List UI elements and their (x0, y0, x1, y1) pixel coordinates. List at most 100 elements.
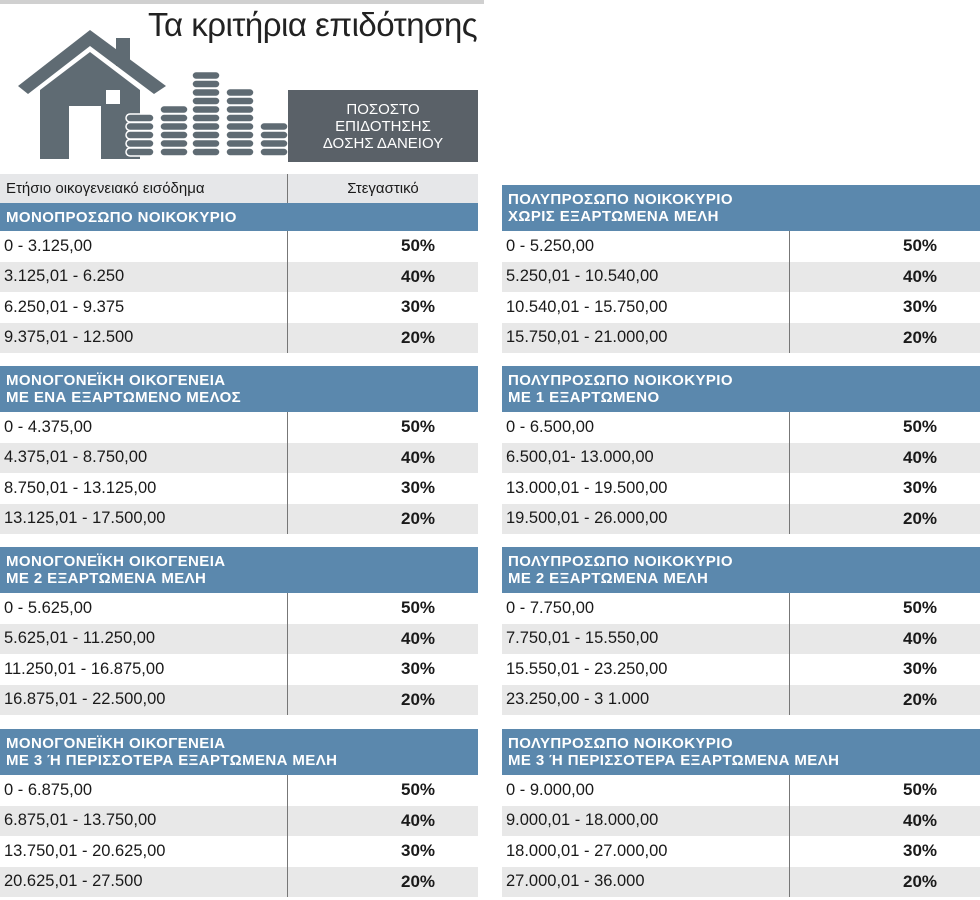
coin (159, 121, 189, 132)
subsidy-percent: 40% (400, 266, 436, 286)
table-row: 5.625,01 - 11.250,00 40% (0, 623, 478, 654)
table-row: 0 - 6.500,00 50% (502, 412, 980, 443)
section-header-line: ΜΟΝΟΓΟΝΕΪΚΗ ΟΙΚΟΓΕΝΕΙΑ (6, 735, 226, 752)
coin (191, 87, 221, 98)
table-row: 5.250,01 - 10.540,00 40% (502, 261, 980, 292)
subsidy-percent: 50% (902, 780, 938, 800)
subsidy-percent: 20% (902, 327, 938, 347)
section-header-line: ΠΟΛΥΠΡΟΣΩΠΟ ΝΟΙΚΟΚΥΡΙΟ (508, 372, 733, 389)
income-range: 11.250,01 - 16.875,00 (0, 654, 288, 685)
coin (225, 96, 255, 106)
table-row: 6.500,01- 13.000,00 40% (502, 442, 980, 473)
income-range: 9.000,01 - 18.000,00 (502, 805, 790, 836)
coin (225, 87, 255, 98)
subsidy-percent: 50% (400, 598, 436, 618)
subsidy-percent: 20% (400, 689, 436, 709)
coin (191, 130, 221, 140)
table-row: 6.250,01 - 9.375 30% (0, 292, 478, 323)
income-range: 7.750,01 - 15.550,00 (502, 623, 790, 654)
coin (191, 104, 221, 115)
subsidy-percent: 50% (400, 417, 436, 437)
section-header: ΠΟΛΥΠΡΟΣΩΠΟ ΝΟΙΚΟΚΥΡΙΟ ΧΩΡΙΣ ΕΞΑΡΤΩΜΕΝΑ Μ… (502, 185, 980, 231)
section-rows: 0 - 9.000,00 50% 9.000,01 - 18.000,00 40% 18… (502, 775, 980, 897)
coin (125, 130, 155, 140)
label-line: ΕΠΙΔΟΤΗΣΗΣ (335, 117, 431, 135)
right-section: ΠΟΛΥΠΡΟΣΩΠΟ ΝΟΙΚΟΚΥΡΙΟ ΜΕ 3 Ή ΠΕΡΙΣΣΟΤΕΡΑ… (502, 729, 980, 897)
subsidy-percent: 20% (400, 327, 436, 347)
coin (125, 138, 155, 149)
coin (125, 147, 155, 157)
subsidy-percent: 40% (902, 628, 938, 648)
coin (259, 138, 289, 149)
section-rows: 0 - 5.250,00 50% 5.250,01 - 10.540,00 40% 10… (502, 231, 980, 353)
subsidy-percent: 30% (902, 841, 938, 861)
subsidy-percent: 20% (400, 508, 436, 528)
income-range: 8.750,01 - 13.125,00 (0, 473, 288, 504)
coin (191, 121, 221, 132)
right-section: ΠΟΛΥΠΡΟΣΩΠΟ ΝΟΙΚΟΚΥΡΙΟ ΜΕ 1 ΕΞΑΡΤΩΜΕΝΟ 0 -… (502, 366, 980, 534)
section-header-line: ΜΕ ΕΝΑ ΕΞΑΡΤΩΜΕΝΟ ΜΕΛΟΣ (6, 389, 242, 406)
income-range: 0 - 5.250,00 (502, 231, 790, 262)
income-range: 0 - 4.375,00 (0, 412, 288, 443)
coin (225, 104, 255, 115)
top-rule (0, 0, 484, 4)
section-rows: 0 - 3.125,00 50% 3.125,01 - 6.250 40% 6.250,… (0, 231, 478, 353)
subsidy-percent: 20% (902, 689, 938, 709)
section-rows: 0 - 7.750,00 50% 7.750,01 - 15.550,00 40% 15… (502, 593, 980, 715)
table-row: 16.875,01 - 22.500,00 20% (0, 684, 478, 715)
income-range: 3.125,01 - 6.250 (0, 261, 288, 292)
subsidy-percent: 40% (400, 810, 436, 830)
table-row: 13.125,01 - 17.500,00 20% (0, 503, 478, 534)
table-row: 15.750,01 - 21.000,00 20% (502, 322, 980, 353)
section-header-line: ΠΟΛΥΠΡΟΣΩΠΟ ΝΟΙΚΟΚΥΡΙΟ (508, 553, 733, 570)
section-header: ΜΟΝΟΠΡΟΣΩΠΟ ΝΟΙΚΟΚΥΡΙΟ (0, 203, 478, 231)
table-row: 7.750,01 - 15.550,00 40% (502, 623, 980, 654)
income-range: 13.750,01 - 20.625,00 (0, 836, 288, 867)
subsidy-percent: 30% (902, 659, 938, 679)
income-column-header: Ετήσιο οικογενειακό εισόδημα (0, 174, 288, 203)
section-header: ΠΟΛΥΠΡΟΣΩΠΟ ΝΟΙΚΟΚΥΡΙΟ ΜΕ 2 ΕΞΑΡΤΩΜΕΝΑ ΜΕ… (502, 547, 980, 593)
income-range: 20.625,01 - 27.500 (0, 866, 288, 897)
subsidy-percent: 30% (400, 478, 436, 498)
section-rows: 0 - 6.500,00 50% 6.500,01- 13.000,00 40% 13.… (502, 412, 980, 534)
coin (259, 121, 289, 132)
section-header: ΜΟΝΟΓΟΝΕΪΚΗ ΟΙΚΟΓΕΝΕΙΑ ΜΕ ΕΝΑ ΕΞΑΡΤΩΜΕΝΟ … (0, 366, 478, 412)
income-range: 6.875,01 - 13.750,00 (0, 805, 288, 836)
right-section: ΠΟΛΥΠΡΟΣΩΠΟ ΝΟΙΚΟΚΥΡΙΟ ΧΩΡΙΣ ΕΞΑΡΤΩΜΕΝΑ Μ… (502, 185, 980, 353)
table-row: 0 - 6.875,00 50% (0, 775, 478, 806)
table-row: 6.875,01 - 13.750,00 40% (0, 805, 478, 836)
table-row: 0 - 5.250,00 50% (502, 231, 980, 262)
subsidy-percent: 40% (400, 628, 436, 648)
section-rows: 0 - 5.625,00 50% 5.625,01 - 11.250,00 40% 11… (0, 593, 478, 715)
table-row: 13.000,01 - 19.500,00 30% (502, 473, 980, 504)
subsidy-percent: 20% (400, 871, 436, 891)
illustration (18, 30, 289, 159)
section-header-line: ΜΕ 3 Ή ΠΕΡΙΣΣΟΤΕΡΑ ΕΞΑΡΤΩΜΕΝΑ ΜΕΛΗ (6, 752, 338, 769)
right-section: ΠΟΛΥΠΡΟΣΩΠΟ ΝΟΙΚΟΚΥΡΙΟ ΜΕ 2 ΕΞΑΡΤΩΜΕΝΑ ΜΕ… (502, 547, 980, 715)
coin (225, 121, 255, 132)
subsidy-percent: 50% (400, 236, 436, 256)
coin (225, 147, 255, 157)
coin (159, 138, 189, 149)
coin (191, 113, 221, 123)
section-header-line: ΜΕ 1 ΕΞΑΡΤΩΜΕΝΟ (508, 389, 660, 406)
coin (225, 113, 255, 123)
income-range: 0 - 6.875,00 (0, 775, 288, 806)
section-rows: 0 - 6.875,00 50% 6.875,01 - 13.750,00 40% 13… (0, 775, 478, 897)
table-row: 8.750,01 - 13.125,00 30% (0, 473, 478, 504)
coin (125, 113, 155, 123)
income-range: 9.375,01 - 12.500 (0, 322, 288, 353)
coin (125, 121, 155, 132)
table-row: 13.750,01 - 20.625,00 30% (0, 836, 478, 867)
income-range: 5.625,01 - 11.250,00 (0, 623, 288, 654)
section-header: ΜΟΝΟΓΟΝΕΪΚΗ ΟΙΚΟΓΕΝΕΙΑ ΜΕ 3 Ή ΠΕΡΙΣΣΟΤΕΡΑ… (0, 729, 478, 775)
subsidy-percent: 20% (902, 871, 938, 891)
section-header-line: ΜΟΝΟΓΟΝΕΪΚΗ ΟΙΚΟΓΕΝΕΙΑ (6, 372, 226, 389)
coin (191, 138, 221, 149)
subsidy-percent: 30% (400, 841, 436, 861)
coin (259, 130, 289, 140)
table-row: 9.375,01 - 12.500 20% (0, 322, 478, 353)
section-header: ΠΟΛΥΠΡΟΣΩΠΟ ΝΟΙΚΟΚΥΡΙΟ ΜΕ 1 ΕΞΑΡΤΩΜΕΝΟ (502, 366, 980, 412)
table-row: 0 - 7.750,00 50% (502, 593, 980, 624)
table-row: 27.000,01 - 36.000 20% (502, 866, 980, 897)
